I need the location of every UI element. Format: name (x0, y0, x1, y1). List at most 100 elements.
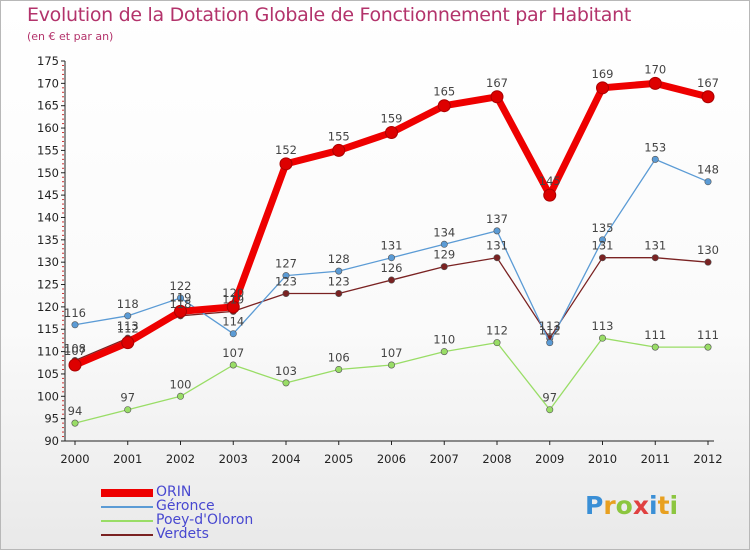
data-label: 123 (275, 274, 297, 288)
data-point (121, 336, 135, 350)
data-label: 131 (486, 239, 508, 253)
data-point (493, 339, 501, 347)
data-label: 107 (222, 346, 244, 360)
data-label: 112 (117, 322, 139, 336)
data-label: 112 (486, 324, 508, 338)
legend-swatch (101, 506, 153, 508)
y-tick-label: 155 (37, 143, 59, 157)
y-tick-label: 140 (37, 210, 59, 224)
logo-letter: r (603, 491, 616, 520)
x-tick-label: 2004 (271, 452, 300, 466)
data-label: 134 (433, 225, 455, 239)
data-label: 118 (117, 297, 139, 311)
x-tick-label: 2002 (166, 452, 195, 466)
y-tick-label: 115 (37, 322, 59, 336)
y-tick-label: 120 (37, 300, 59, 314)
data-label: 113 (592, 319, 614, 333)
x-tick-label: 2001 (113, 452, 142, 466)
data-point (282, 272, 290, 280)
y-tick-label: 135 (37, 233, 59, 247)
data-label: 123 (328, 274, 350, 288)
data-point (704, 343, 712, 351)
data-label: 126 (381, 261, 403, 275)
logo-letter: P (585, 491, 604, 520)
data-point (598, 334, 606, 342)
data-label: 159 (381, 112, 403, 126)
logo-letter: o (615, 491, 633, 520)
data-label: 129 (433, 248, 455, 262)
data-point (701, 90, 715, 104)
data-point (648, 76, 662, 90)
data-point (124, 406, 132, 414)
data-label: 167 (697, 76, 719, 90)
proxiti-logo: Proxiti (585, 491, 678, 520)
chart-subtitle: (en € et par an) (27, 30, 114, 43)
data-point (174, 304, 187, 318)
data-point (332, 143, 346, 157)
data-point (282, 289, 290, 297)
data-label: 94 (68, 404, 83, 418)
data-label: 153 (644, 140, 666, 154)
data-point (385, 126, 398, 140)
x-tick-label: 2010 (588, 452, 617, 466)
data-label: 131 (592, 239, 614, 253)
data-label: 170 (644, 62, 666, 76)
data-point (598, 236, 606, 244)
x-tick-label: 2005 (324, 452, 353, 466)
data-label: 118 (170, 297, 192, 311)
logo-letter: i (669, 491, 679, 520)
data-label: 112 (539, 324, 561, 338)
data-point (387, 361, 395, 369)
data-label: 100 (170, 377, 192, 391)
data-label: 169 (592, 67, 614, 81)
data-label: 165 (433, 85, 455, 99)
data-point (279, 157, 293, 171)
data-point (335, 289, 343, 297)
data-label: 131 (381, 239, 403, 253)
y-tick-label: 110 (37, 345, 59, 359)
y-tick-label: 100 (37, 389, 59, 403)
data-label: 167 (486, 76, 508, 90)
data-label: 130 (697, 243, 719, 257)
data-label: 119 (170, 290, 192, 304)
data-point (546, 339, 554, 347)
legend-swatch (101, 489, 153, 497)
data-point (68, 358, 82, 372)
data-point (71, 419, 79, 427)
y-tick-label: 90 (44, 434, 59, 448)
data-point (651, 254, 659, 262)
data-point (704, 178, 712, 186)
data-point (177, 392, 185, 400)
data-point (229, 330, 237, 338)
x-tick-label: 2007 (430, 452, 459, 466)
logo-letter: x (632, 491, 649, 520)
data-point (71, 321, 79, 329)
data-point (282, 379, 290, 387)
data-label: 113 (117, 319, 139, 333)
data-point (440, 348, 448, 356)
logo-letter: t (657, 491, 670, 520)
data-point (335, 267, 343, 275)
data-label: 122 (170, 279, 192, 293)
legend-swatch (101, 520, 153, 522)
y-tick-label: 170 (37, 76, 59, 90)
data-label: 131 (644, 239, 666, 253)
legend-swatch (101, 534, 153, 536)
data-point (387, 276, 395, 284)
data-label: 97 (120, 391, 135, 405)
data-point (226, 300, 240, 314)
y-tick-label: 125 (37, 278, 59, 292)
data-point (490, 90, 504, 104)
data-label: 116 (64, 306, 86, 320)
x-tick-label: 2008 (482, 452, 511, 466)
y-tick-label: 165 (37, 99, 59, 113)
x-tick-label: 2000 (60, 452, 89, 466)
data-label: 106 (328, 350, 350, 364)
data-point (229, 361, 237, 369)
x-tick-label: 2006 (377, 452, 406, 466)
data-point (335, 365, 343, 373)
y-tick-label: 150 (37, 166, 59, 180)
data-label: 127 (275, 257, 297, 271)
